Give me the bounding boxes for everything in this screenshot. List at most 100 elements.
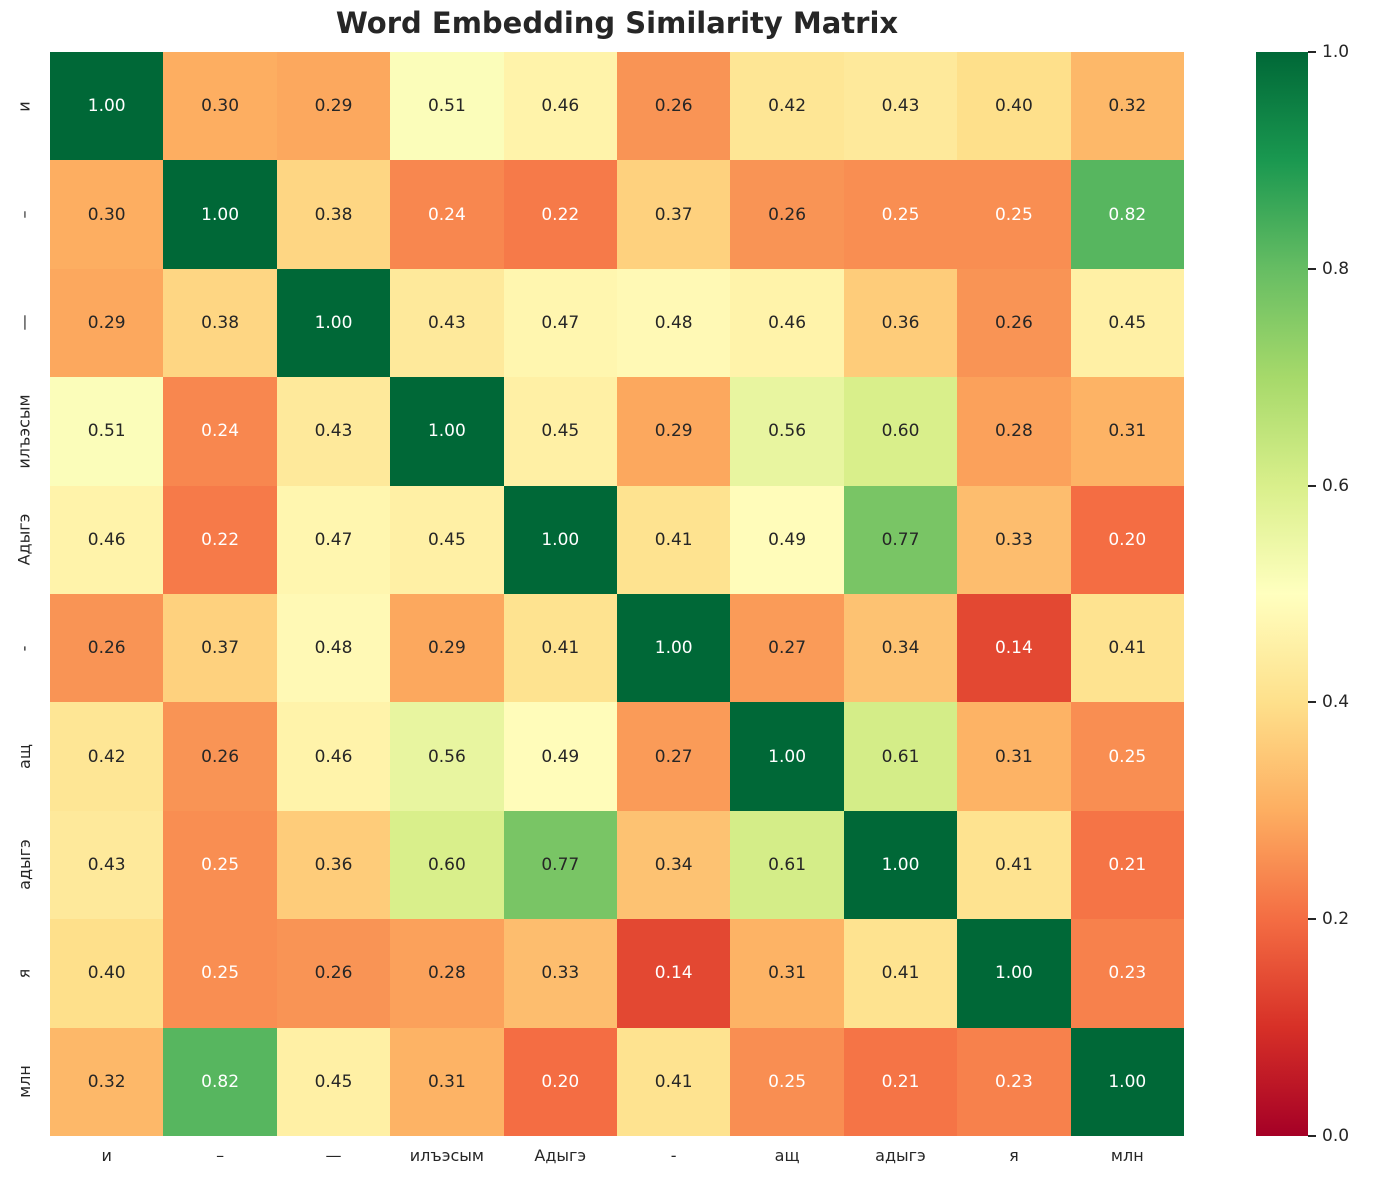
heatmap-cell: 0.48 bbox=[276, 594, 391, 703]
y-tick-label: и bbox=[14, 100, 34, 112]
heatmap-cell: 0.43 bbox=[390, 268, 504, 378]
heatmap-cell: 0.34 bbox=[617, 810, 731, 920]
heatmap-cell: 1.00 bbox=[163, 160, 277, 269]
heatmap-cell: 0.82 bbox=[163, 1027, 277, 1136]
heatmap-cell: 0.46 bbox=[503, 52, 617, 161]
heatmap-cell: 0.47 bbox=[276, 485, 391, 594]
x-tick-label: — bbox=[325, 1146, 342, 1165]
heatmap-cell: 0.47 bbox=[503, 268, 617, 378]
heatmap-cell: 0.23 bbox=[957, 1027, 1071, 1136]
y-tick-label: – bbox=[14, 210, 34, 219]
y-tick-label: илъэсым bbox=[14, 394, 34, 469]
heatmap-cell: 0.31 bbox=[957, 702, 1071, 811]
colorbar-axis: 1.0 0.8 0.6 0.4 0.2 0.0 bbox=[1308, 42, 1373, 1146]
heatmap-cell: 0.34 bbox=[843, 594, 958, 703]
heatmap-cell: 0.26 bbox=[617, 52, 731, 161]
tick-label: 0.6 bbox=[1322, 475, 1350, 496]
heatmap-cell: 0.22 bbox=[163, 485, 277, 594]
tick-mark bbox=[1308, 1135, 1316, 1137]
tick-mark bbox=[1308, 701, 1316, 704]
heatmap-cell: 0.31 bbox=[730, 919, 844, 1028]
tick-label: 0.8 bbox=[1322, 258, 1350, 279]
heatmap-cell: 0.29 bbox=[617, 377, 731, 486]
heatmap-cell: 0.21 bbox=[1070, 810, 1184, 920]
heatmap-cell: 0.77 bbox=[843, 485, 958, 594]
heatmap-cell: 0.21 bbox=[843, 1027, 958, 1136]
heatmap-cell: 0.38 bbox=[276, 160, 391, 269]
heatmap-cell: 0.51 bbox=[50, 377, 164, 486]
x-tick-label: - bbox=[670, 1146, 677, 1165]
tick-mark bbox=[1308, 484, 1316, 487]
heatmap-cell: 0.41 bbox=[503, 594, 617, 703]
colorbar-tick: 0.4 bbox=[1308, 692, 1349, 712]
heatmap-cell: 0.41 bbox=[617, 485, 731, 594]
heatmap-cell: 0.33 bbox=[503, 919, 617, 1028]
heatmap-cell: 0.31 bbox=[1070, 377, 1184, 486]
heatmap-cell: 0.26 bbox=[50, 594, 164, 703]
heatmap-cell: 0.29 bbox=[50, 268, 164, 378]
heatmap-cell: 0.37 bbox=[617, 160, 731, 269]
heatmap-cell: 0.23 bbox=[1070, 919, 1184, 1028]
heatmap-cell: 0.14 bbox=[957, 594, 1071, 703]
heatmap-cell: 0.29 bbox=[276, 52, 391, 161]
heatmap-cell: 1.00 bbox=[276, 268, 391, 378]
y-tick-label: адыгэ bbox=[14, 839, 34, 891]
tick-label: 0.0 bbox=[1322, 1126, 1350, 1146]
heatmap-cell: 0.51 bbox=[390, 52, 504, 161]
heatmap-cell: 1.00 bbox=[843, 810, 958, 920]
colorbar-tick: 0.8 bbox=[1308, 259, 1349, 279]
heatmap-cell: 0.77 bbox=[503, 810, 617, 920]
x-tick-label: я bbox=[1009, 1146, 1019, 1165]
heatmap-cell: 0.26 bbox=[163, 702, 277, 811]
x-axis-labels: и – — илъэсым Адыгэ - ащ адыгэ я млн bbox=[50, 1146, 1184, 1178]
heatmap-cell: 0.36 bbox=[843, 268, 958, 378]
heatmap-cell: 0.32 bbox=[50, 1027, 164, 1136]
y-tick-label: я bbox=[14, 968, 34, 979]
heatmap-cell: 1.00 bbox=[617, 594, 731, 703]
heatmap-cell: 1.00 bbox=[50, 52, 164, 161]
x-tick-label: адыгэ bbox=[875, 1146, 926, 1165]
x-tick-label: – bbox=[216, 1146, 225, 1165]
heatmap-cell: 0.25 bbox=[843, 160, 958, 269]
heatmap-cell: 0.49 bbox=[503, 702, 617, 811]
heatmap-cell: 0.49 bbox=[730, 485, 844, 594]
heatmap-cell: 0.40 bbox=[50, 919, 164, 1028]
heatmap-cell: 0.27 bbox=[730, 594, 844, 703]
heatmap-cell: 0.61 bbox=[843, 702, 958, 811]
tick-mark bbox=[1308, 267, 1316, 270]
heatmap-cell: 0.43 bbox=[276, 377, 391, 486]
heatmap-cell: 0.24 bbox=[163, 377, 277, 486]
y-tick-label: Адыгэ bbox=[14, 513, 34, 566]
heatmap-cell: 0.20 bbox=[503, 1027, 617, 1136]
heatmap-cell: 0.46 bbox=[50, 485, 164, 594]
heatmap-cell: 0.38 bbox=[163, 268, 277, 378]
heatmap-cell: 1.00 bbox=[957, 919, 1071, 1028]
heatmap-cell: 0.28 bbox=[390, 919, 504, 1028]
heatmap-cell: 0.26 bbox=[730, 160, 844, 269]
heatmap-cell: 1.00 bbox=[730, 702, 844, 811]
heatmap-cell: 1.00 bbox=[503, 485, 617, 594]
heatmap-cell: 0.40 bbox=[957, 52, 1071, 161]
heatmap-cell: 0.36 bbox=[276, 810, 391, 920]
heatmap-cell: 0.56 bbox=[390, 702, 504, 811]
x-tick-label: ащ bbox=[774, 1146, 800, 1165]
heatmap-cell: 1.00 bbox=[1070, 1027, 1184, 1136]
heatmap-cell: 0.33 bbox=[957, 485, 1071, 594]
heatmap-cell: 0.25 bbox=[163, 810, 277, 920]
tick-mark bbox=[1308, 51, 1316, 53]
colorbar-tick: 0.6 bbox=[1308, 476, 1349, 496]
heatmap-cell: 0.28 bbox=[957, 377, 1071, 486]
heatmap-cell: 0.30 bbox=[50, 160, 164, 269]
heatmap-cell: 0.32 bbox=[1070, 52, 1184, 161]
tick-label: 1.0 bbox=[1322, 42, 1350, 62]
heatmap-grid: 1.00 0.30 0.29 0.51 0.46 0.26 0.42 0.43 0.40 0.32… bbox=[50, 52, 1184, 1136]
heatmap-cell: 0.20 bbox=[1070, 485, 1184, 594]
heatmap-cell: 0.60 bbox=[843, 377, 958, 486]
heatmap-cell: 0.25 bbox=[1070, 702, 1184, 811]
heatmap-cell: 0.46 bbox=[276, 702, 391, 811]
heatmap-cell: 0.37 bbox=[163, 594, 277, 703]
heatmap-cell: 0.31 bbox=[390, 1027, 504, 1136]
y-tick-label: — bbox=[14, 314, 34, 331]
heatmap-cell: 0.41 bbox=[957, 810, 1071, 920]
